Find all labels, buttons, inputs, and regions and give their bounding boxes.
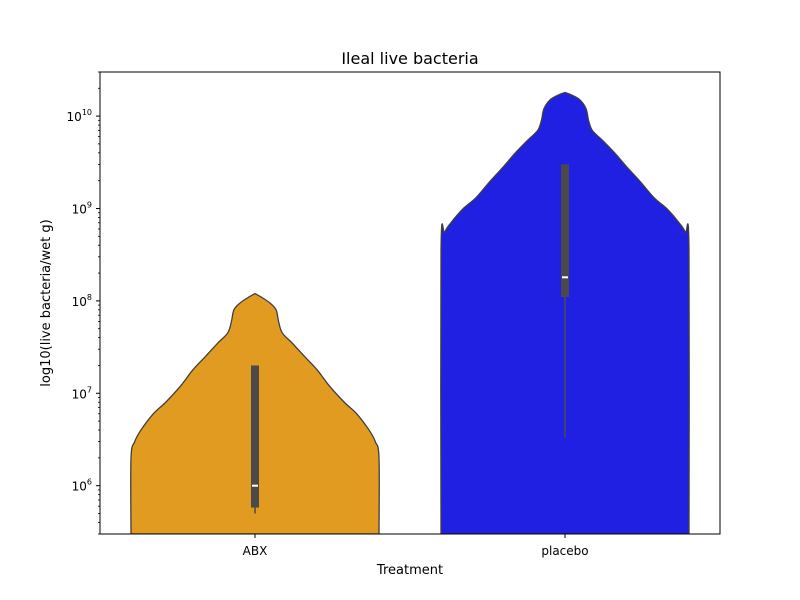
y-tick-label: 1010 [67,108,92,124]
iqr-box-placebo [561,164,569,298]
plot-area [130,91,690,534]
x-axis-label: Treatment [376,563,443,578]
iqr-box-abx [251,365,259,508]
plot-frame [99,71,721,535]
y-tick-label: 107 [72,385,92,401]
violin-group [130,91,690,534]
y-tick-label: 108 [72,293,92,309]
chart-title: Ileal live bacteria [341,49,478,68]
y-tick-label: 109 [72,200,92,216]
x-tick-label: ABX [243,544,268,558]
y-tick-label: 106 [72,478,92,494]
y-axis-label: log10(live bacteria/wet g) [39,219,54,386]
x-tick-label: placebo [541,544,588,558]
